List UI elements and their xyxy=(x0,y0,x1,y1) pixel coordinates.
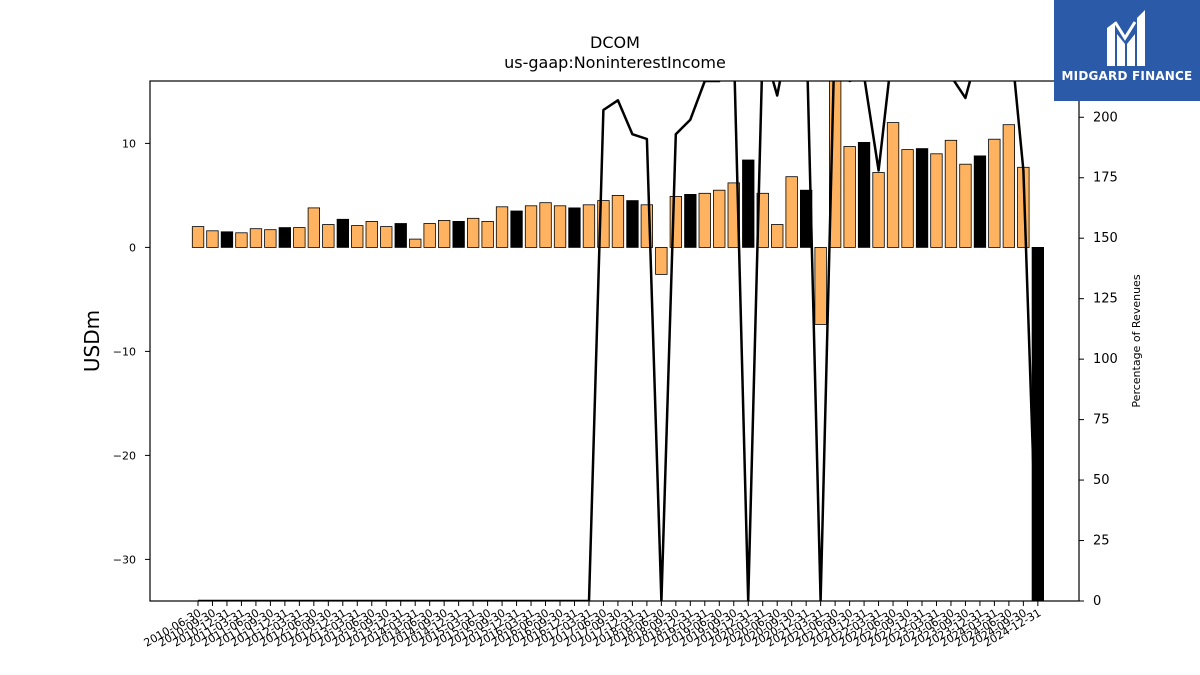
bar-2019-09-30 xyxy=(727,182,740,248)
bar-2017-03-31 xyxy=(582,204,596,248)
bar-2022-12-31 xyxy=(915,148,929,248)
y-axis-label: USDm xyxy=(80,310,104,372)
y-tick-label: 10 xyxy=(122,137,136,150)
y-tick-label: −30 xyxy=(113,553,136,566)
bar-2023-12-31 xyxy=(973,155,987,248)
bar-2018-09-30 xyxy=(669,195,682,248)
bar-2022-06-30 xyxy=(886,122,900,248)
midgard-logo-icon xyxy=(1107,10,1145,66)
bar-2010-12-31 xyxy=(220,231,234,248)
bar-2018-12-31 xyxy=(684,193,697,248)
bar-2012-03-31 xyxy=(293,227,306,248)
bar-2012-09-30 xyxy=(322,224,335,248)
ratio-line-path xyxy=(198,81,1040,601)
y2-tick-label: 25 xyxy=(1093,534,1110,549)
x-axis: 2010-06-302010-09-302010-12-312011-03-31… xyxy=(142,601,1043,650)
bar-2013-09-30 xyxy=(380,226,393,248)
bar-2013-06-30 xyxy=(365,220,378,248)
bar-2019-06-30 xyxy=(713,189,726,248)
bar-2023-06-30 xyxy=(944,139,958,248)
bar-2013-12-31 xyxy=(394,223,407,248)
bar-2022-09-30 xyxy=(901,149,914,248)
bar-2016-12-31 xyxy=(568,207,581,248)
bar-2017-09-30 xyxy=(611,194,625,248)
bar-2017-06-30 xyxy=(597,200,610,248)
y2-axis-label: Percentage of Revenues xyxy=(1130,274,1143,407)
plot-frame xyxy=(149,80,1080,602)
chart-subtitle: us-gaap:NoninterestIncome xyxy=(504,53,726,72)
bar-2014-03-31 xyxy=(409,238,422,248)
bar-2021-09-30 xyxy=(843,146,856,248)
y-tick-label: 0 xyxy=(129,241,136,254)
y2-tick-label: 125 xyxy=(1093,292,1118,307)
bar-2011-06-30 xyxy=(249,228,263,248)
bar-2012-12-31 xyxy=(336,218,350,248)
bar-2016-03-31 xyxy=(524,205,538,248)
y-axis-left: 10 0 −10 −20 −30 xyxy=(113,137,150,566)
bar-2019-12-31 xyxy=(742,159,755,248)
y2-tick-label: 150 xyxy=(1093,231,1118,246)
y2-tick-label: 75 xyxy=(1093,413,1110,428)
bar-2024-03-31 xyxy=(988,138,1001,248)
bar-2011-03-31 xyxy=(235,232,248,248)
ratio-line xyxy=(198,81,1040,601)
bar-2023-03-31 xyxy=(930,153,943,248)
bar-2015-12-31 xyxy=(510,210,523,248)
y-tick-label: −10 xyxy=(113,345,136,358)
bar-2010-06-30 xyxy=(191,226,205,248)
bar-2021-12-31 xyxy=(857,141,871,248)
y-tick-label: −20 xyxy=(113,449,136,462)
bar-2011-12-31 xyxy=(278,227,292,248)
bar-2014-12-31 xyxy=(452,220,465,248)
y2-tick-label: 50 xyxy=(1093,473,1110,488)
bar-2016-09-30 xyxy=(553,205,567,248)
bar-2014-06-30 xyxy=(423,223,436,248)
bar-2012-06-30 xyxy=(307,207,321,248)
bar-2019-03-31 xyxy=(698,192,711,248)
bar-2020-09-30 xyxy=(785,176,798,248)
bar-2018-03-31 xyxy=(640,204,653,248)
brand-name: MIDGARD FINANCE xyxy=(1061,69,1193,83)
bar-2015-03-31 xyxy=(466,217,480,248)
bar-2015-09-30 xyxy=(495,206,509,248)
bar-2024-12-31 xyxy=(1031,246,1044,601)
y2-tick-label: 200 xyxy=(1093,110,1118,125)
bar-2023-09-30 xyxy=(959,163,972,248)
brand-logo: MIDGARD FINANCE xyxy=(1054,0,1200,101)
chart-title: DCOM xyxy=(590,33,640,52)
bar-2016-06-30 xyxy=(539,202,552,248)
bar-2013-03-31 xyxy=(351,225,364,248)
bar-2017-12-31 xyxy=(626,200,639,248)
bar-2015-06-30 xyxy=(481,220,494,248)
bar-2011-09-30 xyxy=(264,229,277,248)
bar-2018-06-30 xyxy=(655,246,668,275)
bar-2021-06-30 xyxy=(829,81,842,248)
bar-2010-09-30 xyxy=(206,230,219,248)
bar-2024-06-30 xyxy=(1002,124,1015,248)
bar-2020-06-30 xyxy=(771,224,784,248)
y2-tick-label: 0 xyxy=(1093,594,1101,609)
bar-2014-09-30 xyxy=(437,219,451,248)
bars xyxy=(191,81,1044,601)
y-axis-right: 200 175 150 125 100 75 50 25 0 xyxy=(1079,110,1118,609)
y2-tick-label: 100 xyxy=(1093,352,1118,367)
y2-tick-label: 175 xyxy=(1093,171,1118,186)
bar-2022-03-31 xyxy=(872,172,885,248)
bar-2021-03-31 xyxy=(814,246,827,325)
